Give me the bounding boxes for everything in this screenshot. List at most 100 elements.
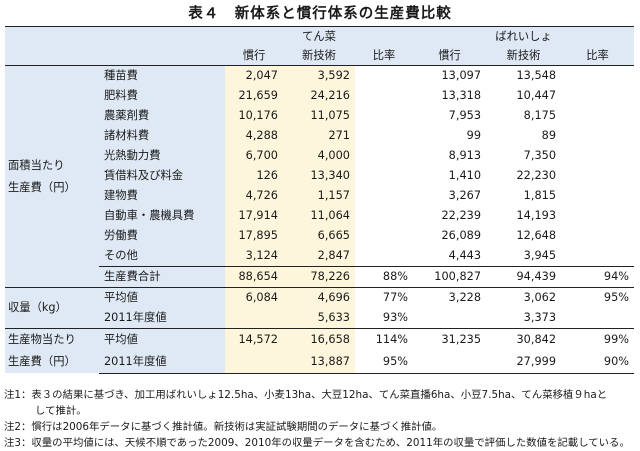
cell-ratio [355, 166, 414, 186]
cell-new-tech: 12,648 [486, 226, 562, 246]
product-cost-group-label-line: 生産物当たり [8, 333, 76, 346]
cell-ratio: 77% [355, 287, 414, 308]
cell-conventional: 10,176 [225, 106, 283, 126]
cell-new-tech: 7,350 [486, 146, 562, 166]
row-item-label: 生産費合計 [99, 266, 225, 288]
table-row: 労働費 17,895 6,665 26,089 12,648 [5, 226, 635, 246]
cell-new-tech: 3,945 [486, 246, 562, 267]
cell-new-tech: 24,216 [283, 86, 355, 106]
cell-ratio: 88% [355, 266, 414, 288]
cell-ratio [561, 186, 635, 206]
cell-ratio [355, 186, 414, 206]
row-item-label: 労働費 [99, 226, 225, 246]
row-item-label: 建物費 [99, 186, 225, 206]
cell-new-tech: 13,340 [283, 166, 355, 186]
cell-ratio [561, 308, 635, 329]
cell-new-tech: 2,847 [283, 246, 355, 267]
cell-ratio [561, 86, 635, 106]
row-item-label: 肥料費 [99, 86, 225, 106]
cell-new-tech: 89 [486, 126, 562, 146]
cell-conventional: 6,084 [225, 287, 283, 308]
cell-conventional: 13,097 [413, 65, 487, 86]
row-item-label: 諸材料費 [99, 126, 225, 146]
cell-ratio [561, 106, 635, 126]
cell-conventional [413, 308, 487, 329]
table-row: 賃借料及び料金 126 13,340 1,410 22,230 [5, 166, 635, 186]
cell-conventional: 26,089 [413, 226, 487, 246]
cell-new-tech: 13,548 [486, 65, 562, 86]
cell-ratio: 95% [355, 350, 414, 374]
table-row: 生産物当たり 生産費（円） 平均値 14,572 16,658 114% 31,235 30,… [5, 327, 635, 373]
cost-group-label-line: 生産費（円） [8, 180, 76, 194]
product-cost-group-label-line: 生産費（円） [8, 355, 76, 368]
table-row: 自動車・農機具費 17,914 11,064 22,239 14,193 [5, 206, 635, 226]
cell-conventional: 4,443 [413, 246, 487, 267]
header-row-crops: てん菜 ばれいしょ [5, 26, 635, 46]
cell-new-tech: 16,658 [283, 327, 355, 351]
cell-ratio [561, 146, 635, 166]
cell-ratio [355, 226, 414, 246]
cell-new-tech: 1,157 [283, 186, 355, 206]
row-item-label: 光熱動力費 [99, 146, 225, 166]
footnote-2: 注2：慣行は2006年データに基づく推計値。新技術は実証試験期間のデータに基づく… [4, 421, 443, 433]
col-header-new-tech: 新技術 [486, 46, 562, 66]
cell-ratio [355, 86, 414, 106]
cell-conventional: 2,047 [225, 65, 283, 86]
cell-conventional: 13,318 [413, 86, 487, 106]
row-item-label: 平均値 [99, 287, 225, 308]
cell-new-tech: 8,175 [486, 106, 562, 126]
crop-header-sugarbeet: てん菜 [225, 26, 414, 46]
cell-new-tech: 10,447 [486, 86, 562, 106]
header-row-columns: 慣行 新技術 比率 慣行 新技術 比率 [5, 46, 635, 66]
table-row: 農薬剤費 10,176 11,075 7,953 8,175 [5, 106, 635, 126]
cell-conventional: 1,410 [413, 166, 487, 186]
table-row: 光熱動力費 6,700 4,000 8,913 7,350 [5, 146, 635, 166]
footnote-1: 注1：表３の結果に基づき、加工用ばれいしょ12.5ha、小麦13ha、大豆12h… [4, 389, 608, 401]
cell-ratio [561, 226, 635, 246]
cell-conventional [225, 350, 283, 374]
footnote-1-cont: して推計。 [35, 405, 87, 417]
cell-new-tech: 3,373 [486, 308, 562, 329]
cell-new-tech: 11,075 [283, 106, 355, 126]
cell-conventional [413, 350, 487, 374]
footnote-3: 注3：収量の平均値には、天候不順であった2009、2010年の収量データを含むた… [4, 437, 630, 449]
col-header-conventional: 慣行 [413, 46, 487, 66]
cell-conventional: 21,659 [225, 86, 283, 106]
table-row: 生産費合計 88,654 78,226 88% 100,827 94,439 94% [5, 266, 635, 288]
cell-ratio [561, 206, 635, 226]
cell-conventional: 17,895 [225, 226, 283, 246]
cell-new-tech: 30,842 [486, 327, 562, 351]
cell-ratio [561, 65, 635, 86]
cell-new-tech: 271 [283, 126, 355, 146]
cell-ratio [355, 206, 414, 226]
cell-ratio [355, 106, 414, 126]
cell-conventional: 8,913 [413, 146, 487, 166]
cost-group-label-line: 面積当たり [8, 158, 65, 172]
yield-group-label: 収量（kg） [5, 287, 99, 329]
cell-conventional: 3,124 [225, 246, 283, 267]
crop-header-potato: ばれいしょ [413, 26, 635, 46]
cell-conventional: 4,726 [225, 186, 283, 206]
table-row: 建物費 4,726 1,157 3,267 1,815 [5, 186, 635, 206]
cell-new-tech: 78,226 [283, 266, 355, 288]
cell-ratio: 99% [561, 327, 635, 351]
product-cost-group-label: 生産物当たり 生産費（円） [5, 328, 99, 373]
table-title: 表４ 新体系と慣行体系の生産費比較 [188, 6, 452, 22]
cell-conventional: 3,267 [413, 186, 487, 206]
cell-conventional: 14,572 [225, 327, 283, 351]
cell-new-tech: 6,665 [283, 226, 355, 246]
cell-conventional: 7,953 [413, 106, 487, 126]
table-row: 面積当たり 生産費（円） 種苗費 2,047 3,592 13,097 13,548 [5, 65, 635, 288]
cell-new-tech: 14,193 [486, 206, 562, 226]
footnotes: 注1：表３の結果に基づき、加工用ばれいしょ12.5ha、小麦13ha、大豆12h… [4, 387, 636, 451]
cell-new-tech: 22,230 [486, 166, 562, 186]
cell-conventional: 4,288 [225, 126, 283, 146]
cell-ratio: 93% [355, 308, 414, 329]
cell-conventional: 100,827 [413, 266, 487, 288]
cell-conventional: 22,239 [413, 206, 487, 226]
cell-ratio [355, 146, 414, 166]
cell-ratio [561, 126, 635, 146]
cell-ratio: 94% [561, 266, 635, 288]
cell-new-tech: 3,592 [283, 65, 355, 86]
table-row: 肥料費 21,659 24,216 13,318 10,447 [5, 86, 635, 106]
